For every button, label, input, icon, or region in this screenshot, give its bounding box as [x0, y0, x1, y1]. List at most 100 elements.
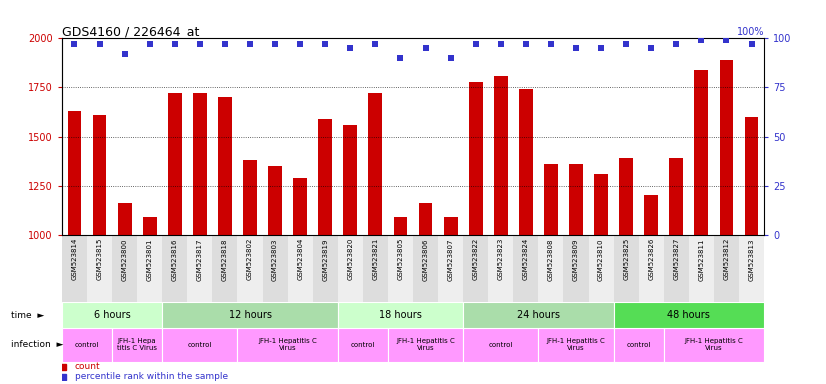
Bar — [162, 235, 188, 302]
Text: GSM523812: GSM523812 — [724, 238, 729, 280]
Text: count: count — [74, 362, 100, 371]
Bar — [714, 235, 739, 302]
Point — [394, 55, 407, 61]
Point — [268, 41, 282, 47]
Point — [244, 41, 257, 47]
Bar — [393, 217, 407, 235]
Text: 6 hours: 6 hours — [93, 310, 131, 320]
Bar — [87, 235, 112, 302]
Bar — [318, 119, 332, 235]
Bar — [614, 235, 638, 302]
Text: control: control — [351, 342, 375, 348]
Bar — [419, 204, 433, 235]
Point — [670, 41, 683, 47]
Point — [544, 41, 558, 47]
Text: control: control — [188, 342, 212, 348]
Bar — [62, 302, 162, 328]
Bar — [112, 235, 137, 302]
Text: GSM523827: GSM523827 — [673, 238, 679, 280]
Bar — [287, 235, 313, 302]
Text: GSM523821: GSM523821 — [373, 238, 378, 280]
Text: GSM523801: GSM523801 — [147, 238, 153, 281]
Text: GSM523824: GSM523824 — [523, 238, 529, 280]
Bar — [695, 70, 708, 235]
Text: time  ►: time ► — [12, 311, 45, 319]
Text: JFH-1 Hepatitis C
Virus: JFH-1 Hepatitis C Virus — [396, 338, 455, 351]
Bar — [539, 235, 563, 302]
Bar — [594, 174, 608, 235]
Text: 18 hours: 18 hours — [379, 310, 422, 320]
Bar — [263, 235, 287, 302]
Text: 24 hours: 24 hours — [517, 310, 560, 320]
Bar — [563, 235, 588, 302]
Bar — [137, 235, 162, 302]
Bar — [519, 89, 533, 235]
Bar — [388, 235, 413, 302]
Bar — [238, 328, 338, 362]
Text: GSM523809: GSM523809 — [573, 238, 579, 281]
Bar — [368, 93, 382, 235]
Bar — [243, 160, 257, 235]
Point — [293, 41, 306, 47]
Text: GSM523813: GSM523813 — [748, 238, 754, 281]
Text: infection  ►: infection ► — [12, 340, 64, 349]
Bar — [212, 235, 238, 302]
Text: GSM523825: GSM523825 — [623, 238, 629, 280]
Bar — [313, 235, 338, 302]
Bar — [638, 235, 664, 302]
Bar — [469, 81, 482, 235]
Text: GSM523823: GSM523823 — [498, 238, 504, 280]
Text: JFH-1 Hepatitis C
Virus: JFH-1 Hepatitis C Virus — [547, 338, 605, 351]
Text: JFH-1 Hepatitis C
Virus: JFH-1 Hepatitis C Virus — [259, 338, 317, 351]
Text: 12 hours: 12 hours — [229, 310, 272, 320]
Bar — [338, 328, 388, 362]
Bar — [168, 93, 182, 235]
Point — [620, 41, 633, 47]
Point — [469, 41, 482, 47]
Bar — [162, 328, 238, 362]
Bar — [620, 158, 633, 235]
Bar — [363, 235, 388, 302]
Text: GDS4160 / 226464_at: GDS4160 / 226464_at — [62, 25, 199, 38]
Bar — [444, 217, 458, 235]
Point — [193, 41, 206, 47]
Text: GSM523807: GSM523807 — [448, 238, 453, 281]
Bar — [188, 235, 212, 302]
Text: GSM523816: GSM523816 — [172, 238, 178, 281]
Point — [319, 41, 332, 47]
Bar — [344, 125, 357, 235]
Bar — [463, 302, 614, 328]
Bar — [719, 60, 733, 235]
Bar — [744, 117, 758, 235]
Bar — [588, 235, 614, 302]
Bar — [739, 235, 764, 302]
Text: GSM523811: GSM523811 — [698, 238, 705, 281]
Bar — [268, 166, 282, 235]
Bar — [112, 328, 162, 362]
Point — [143, 41, 156, 47]
Bar — [388, 328, 463, 362]
Point — [569, 45, 582, 51]
Bar — [238, 235, 263, 302]
Text: GSM523808: GSM523808 — [548, 238, 554, 281]
Text: GSM523810: GSM523810 — [598, 238, 604, 281]
Point — [695, 37, 708, 43]
Point — [520, 41, 533, 47]
Text: 48 hours: 48 hours — [667, 310, 710, 320]
Text: GSM523818: GSM523818 — [222, 238, 228, 281]
Bar — [614, 328, 664, 362]
Bar — [62, 235, 87, 302]
Bar — [162, 302, 338, 328]
Bar — [293, 178, 307, 235]
Point — [68, 41, 81, 47]
Text: GSM523804: GSM523804 — [297, 238, 303, 280]
Text: control: control — [626, 342, 651, 348]
Point — [118, 51, 131, 57]
Point — [719, 37, 733, 43]
Bar — [494, 76, 508, 235]
Text: GSM523805: GSM523805 — [397, 238, 403, 280]
Bar — [539, 328, 614, 362]
Text: GSM523803: GSM523803 — [272, 238, 278, 281]
Text: JFH-1 Hepa
titis C Virus: JFH-1 Hepa titis C Virus — [117, 338, 157, 351]
Bar — [664, 235, 689, 302]
